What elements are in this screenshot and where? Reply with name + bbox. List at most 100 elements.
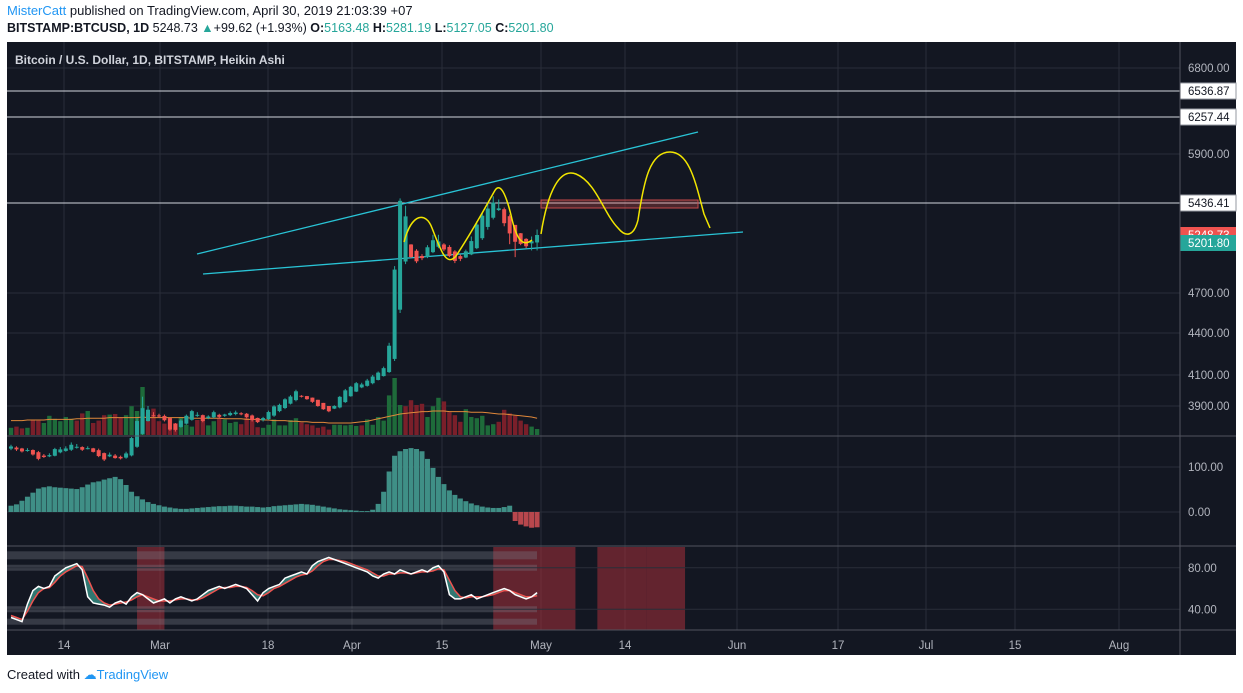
histogram-bar [304,504,310,512]
candle-body [507,216,512,234]
candle-body [491,202,496,218]
volume-bar [25,427,30,435]
histogram-bar [287,504,293,512]
candle-body [365,380,370,386]
candle-body [272,406,277,416]
volume-bar [315,427,321,435]
volume-bar [337,424,342,435]
candle-body [96,450,101,457]
price-change: +99.62 (+1.93%) [213,21,307,35]
candle-body [195,414,200,416]
histogram-bar [123,485,129,512]
candle-body [222,414,227,416]
histogram-bar [30,492,36,512]
volume-bar [310,425,315,435]
volume-bar [474,418,479,435]
candle-body [310,397,315,402]
chart-background [7,42,1180,655]
histogram-bar [178,508,184,512]
histogram-bar [167,507,173,512]
volume-bar [343,425,348,435]
histogram-bar [112,476,118,512]
histogram-bar [13,504,19,512]
candle-body [398,200,403,310]
histogram-bar [35,488,41,512]
histogram-bar [140,499,146,512]
volume-bar [195,420,200,435]
histogram-bar [364,511,370,512]
tradingview-logo-icon[interactable]: ☁ [83,667,97,682]
candle-body [529,241,534,244]
y-tick-label: 4700.00 [1188,288,1230,300]
price-axis-background [1180,42,1236,655]
volume-bar [469,417,474,435]
histogram-bar [211,506,217,512]
histogram-bar [320,506,326,512]
candle-body [304,396,309,400]
volume-bar [206,425,211,435]
histogram-bar [260,507,266,512]
candle-body [480,215,485,239]
candle-body [277,404,282,412]
candle-body [52,449,57,456]
volume-bar [375,417,381,435]
candle-body [113,455,118,459]
candle-body [332,406,337,409]
y-tick-label: 6800.00 [1188,63,1230,75]
histogram-bar [359,511,365,512]
x-tick-label: Mar [150,640,170,652]
histogram-bar [161,506,167,512]
volume-bar [156,421,162,435]
volume-bar [354,426,359,435]
histogram-bar [277,505,283,512]
histogram-bar [266,507,272,512]
candle-body [9,446,13,449]
histogram-bar [326,507,332,512]
volume-bar [249,420,255,435]
x-tick-label: 15 [1009,640,1022,652]
candle-body [458,256,463,259]
candle-body [91,448,96,452]
candle-body [261,418,266,421]
volume-bar [151,408,156,435]
volume-bar [441,401,447,435]
volume-bar [485,425,490,435]
x-tick-label: Aug [1109,640,1129,652]
volume-bar [408,400,414,435]
tradingview-brand[interactable]: TradingView [96,667,169,682]
volume-bar [419,403,425,435]
last-price: 5248.73 [152,21,198,35]
candle-body [184,415,189,424]
author-link[interactable]: MisterCatt [7,3,67,18]
histogram-bar [222,506,228,512]
candle-body [463,251,468,258]
candle-body [359,384,364,388]
y-tick-label: 5900.00 [1188,149,1230,161]
histogram-bar [150,503,156,512]
volume-bar [14,426,19,435]
histogram-bar [468,503,474,512]
volume-bar [123,415,129,435]
histogram-bar [183,508,189,512]
volume-bar [436,397,441,435]
histogram-bar [24,496,30,512]
histogram-bar [534,512,540,528]
price-label-box [1180,235,1236,251]
histogram-bar [227,505,233,512]
histogram-bar [200,507,206,512]
volume-ma-line [11,410,538,424]
histogram-bar [463,501,469,512]
volume-bar [288,420,293,435]
y-tick-label: 3900.00 [1188,401,1230,413]
volume-bar [211,421,216,435]
histogram-bar [194,507,200,512]
volume-bar [332,424,337,435]
level-band [7,618,537,625]
volume-bar [222,419,227,435]
candle-body [288,396,293,404]
candle-body [420,256,424,259]
candle-body [430,240,435,253]
candle-body [14,447,19,450]
histogram-bar [282,505,288,512]
